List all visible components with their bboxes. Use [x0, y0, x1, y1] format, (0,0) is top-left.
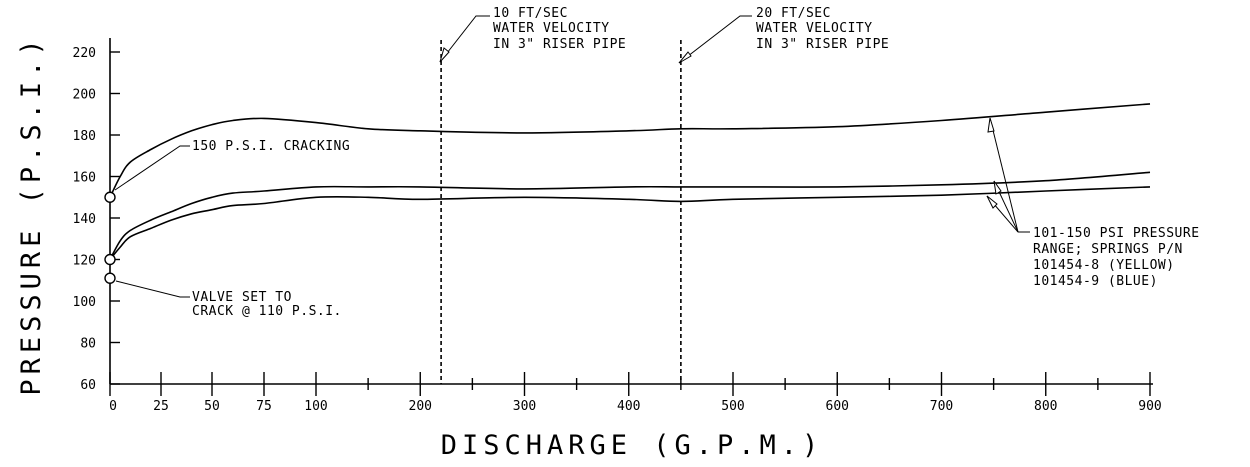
y-tick-label: 200 [73, 88, 96, 103]
markers [104, 191, 116, 284]
ref-label-2-line-2: WATER VELOCITY [756, 21, 873, 36]
ref-label-1-line-2: WATER VELOCITY [493, 21, 610, 36]
y-axis-title: PRESSURE (P.S.I.) [16, 34, 47, 395]
point-marker [104, 253, 116, 266]
x-tick-label: 600 [826, 399, 849, 414]
x-tick-label: 50 [204, 399, 220, 414]
ref-leader-1 [439, 15, 490, 63]
range-arrow-top [987, 117, 995, 133]
x-tick-label: 0 [109, 399, 117, 414]
ref-label-1: 10 FT/SEC WATER VELOCITY IN 3" RISER PIP… [493, 6, 626, 52]
ref-label-2-line-1: 20 FT/SEC [756, 6, 831, 21]
x-tick-label: 900 [1138, 399, 1161, 414]
ref-arrow-2 [678, 51, 692, 64]
y-ticks: 60 80 100 120 140 160 180 200 220 [73, 46, 120, 393]
pressure-curve-1 [109, 103, 1151, 198]
x-tick-label: 75 [256, 399, 272, 414]
y-tick-label: 80 [80, 337, 96, 352]
axes [109, 38, 1153, 385]
x-tick-label: 200 [409, 399, 432, 414]
valve-set-line-1: VALVE SET TO [192, 290, 292, 305]
reference-lines [440, 40, 682, 384]
point-marker [104, 272, 116, 284]
x-tick-label: 700 [930, 399, 953, 414]
ref-arrow-1 [439, 47, 450, 63]
leaders [114, 15, 1030, 298]
valve-set-line-2: CRACK @ 110 P.S.I. [192, 304, 342, 319]
x-axis-title: DISCHARGE (G.P.M.) [441, 430, 824, 461]
y-tick-label: 120 [73, 254, 96, 269]
x-tick-label: 100 [304, 399, 327, 414]
springs-line-4: 101454-9 (BLUE) [1033, 274, 1158, 289]
springs-line-1: 101-150 PSI PRESSURE [1033, 226, 1200, 241]
y-tick-label: 180 [73, 129, 96, 144]
y-tick-label: 60 [80, 378, 96, 393]
y-tick-label: 160 [73, 171, 96, 186]
x-tick-label: 400 [617, 399, 640, 414]
y-tick-label: 100 [73, 295, 96, 310]
curves [109, 103, 1151, 261]
cracking-leader [114, 145, 190, 191]
pressure-curve-2 [109, 171, 1151, 260]
x-tick-label: 500 [721, 399, 744, 414]
y-tick-label: 140 [73, 212, 96, 227]
x-tick-label: 800 [1034, 399, 1057, 414]
springs-line-3: 101454-8 (YELLOW) [1033, 258, 1175, 273]
springs-range-annotation: 101-150 PSI PRESSURE RANGE; SPRINGS P/N … [1033, 226, 1200, 289]
cracking-annotation: 150 P.S.I. CRACKING [192, 139, 350, 154]
ref-label-2: 20 FT/SEC WATER VELOCITY IN 3" RISER PIP… [756, 6, 889, 52]
x-tick-label: 300 [513, 399, 536, 414]
y-tick-label: 220 [73, 46, 96, 61]
x-ticks: 0 25 50 75 100 200 300 400 500 600 700 800 900 [109, 372, 1162, 414]
ref-label-2-line-3: IN 3" RISER PIPE [756, 37, 889, 52]
valve-set-leader [115, 280, 190, 298]
pressure-curve-3 [109, 186, 1151, 261]
x-tick-label: 25 [153, 399, 169, 414]
range-arrow-low [986, 195, 998, 209]
range-leader-top [989, 117, 1019, 233]
springs-line-2: RANGE; SPRINGS P/N [1033, 242, 1183, 257]
range-arrow-mid [993, 180, 1002, 195]
ref-label-1-line-3: IN 3" RISER PIPE [493, 37, 626, 52]
point-marker [104, 191, 116, 203]
ref-label-1-line-1: 10 FT/SEC [493, 6, 568, 21]
ref-leader-2 [678, 15, 752, 64]
valve-set-annotation: VALVE SET TO CRACK @ 110 P.S.I. [192, 290, 342, 319]
